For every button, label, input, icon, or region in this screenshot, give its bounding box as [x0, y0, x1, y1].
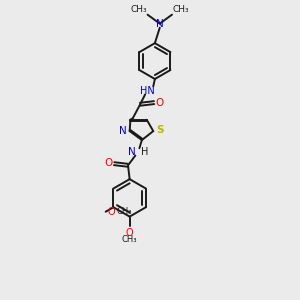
Text: N: N [156, 19, 164, 28]
Text: CH₃: CH₃ [122, 235, 137, 244]
Text: O: O [108, 207, 115, 217]
Text: N: N [128, 147, 136, 157]
Text: O: O [126, 227, 134, 238]
Text: S: S [157, 125, 164, 135]
Text: O: O [156, 98, 164, 108]
Text: H: H [141, 147, 148, 157]
Text: N: N [119, 126, 127, 136]
Text: CH₃: CH₃ [130, 5, 147, 14]
Text: CH₃: CH₃ [173, 5, 189, 14]
Text: CH₃: CH₃ [116, 207, 132, 216]
Text: O: O [104, 158, 112, 168]
Text: HN: HN [140, 86, 155, 96]
